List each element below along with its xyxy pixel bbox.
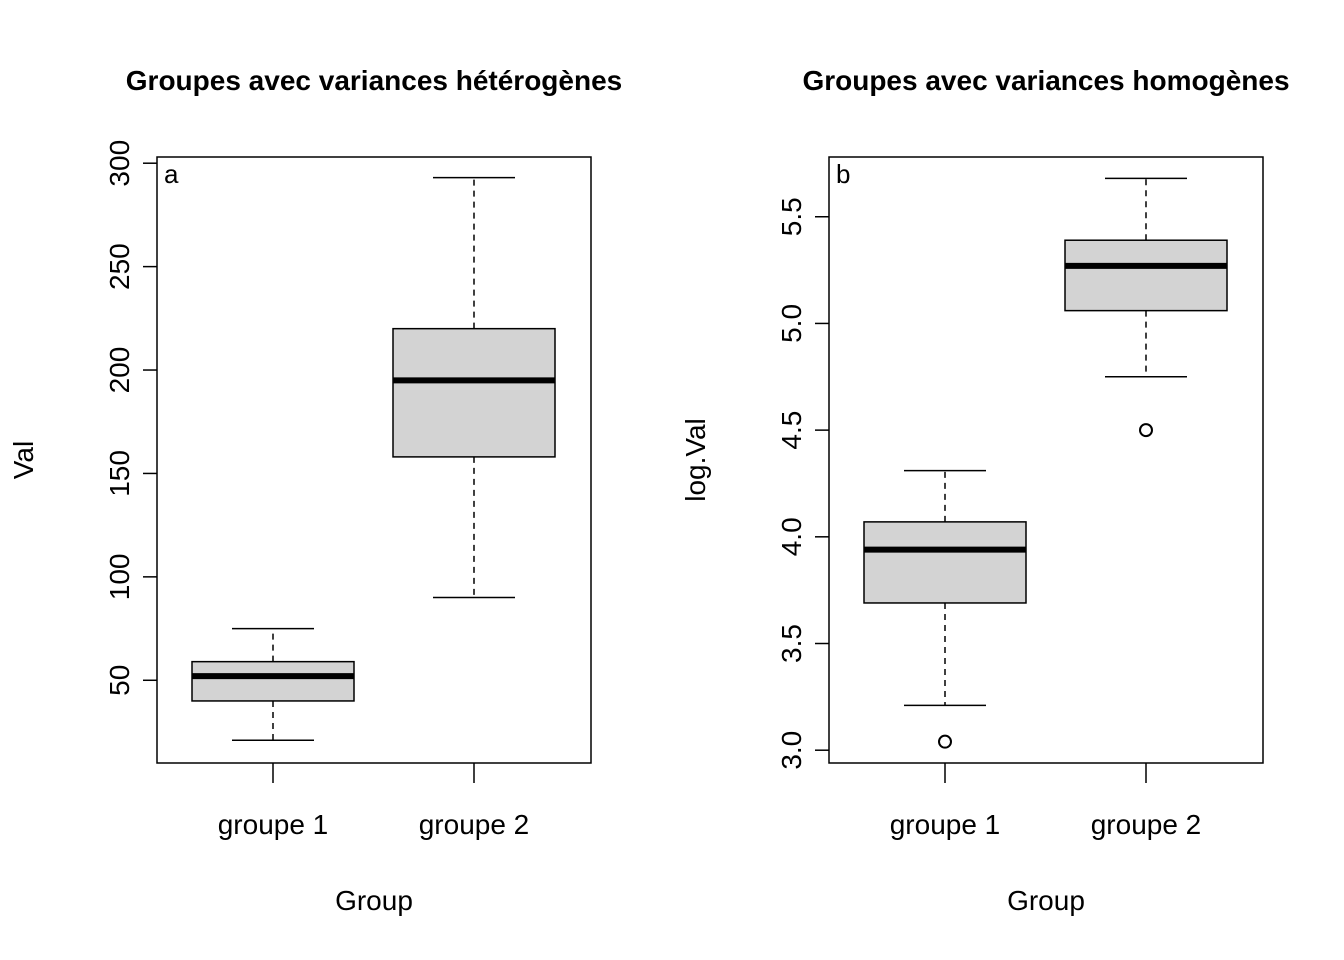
y-tick-label: 3.5 bbox=[776, 624, 807, 663]
plot-marks: 50 100 150 200 250 300 groupe 1 groupe 2 bbox=[104, 140, 556, 840]
outlier-point bbox=[938, 734, 952, 749]
x-axis-label: Group bbox=[335, 885, 413, 916]
y-tick-label: 4.0 bbox=[776, 517, 807, 556]
x-tick-label: groupe 2 bbox=[1091, 809, 1202, 840]
y-tick-label: 3.0 bbox=[776, 731, 807, 770]
plot-frame bbox=[828, 156, 1264, 764]
y-tick-label: 4.5 bbox=[776, 411, 807, 450]
box-iqr bbox=[392, 327, 556, 458]
x-tick-label: groupe 1 bbox=[890, 809, 1001, 840]
panel-homogeneous: Groupes avec variances homogènes b Group… bbox=[680, 65, 1290, 916]
box-iqr bbox=[863, 521, 1027, 604]
y-tick-label: 150 bbox=[104, 450, 135, 497]
panel-label: b bbox=[836, 159, 850, 189]
chart-title: Groupes avec variances hétérogènes bbox=[126, 65, 622, 96]
y-tick-label: 50 bbox=[104, 665, 135, 696]
x-tick-label: groupe 1 bbox=[218, 809, 329, 840]
y-tick-label: 300 bbox=[104, 140, 135, 187]
y-tick-label: 250 bbox=[104, 243, 135, 290]
plot-marks: 3.0 3.5 4.0 4.5 5.0 5.5 groupe 1 groupe 2 bbox=[776, 177, 1228, 840]
box-iqr bbox=[1064, 239, 1228, 312]
x-axis-label: Group bbox=[1007, 885, 1085, 916]
y-tick-label: 200 bbox=[104, 347, 135, 394]
box-iqr bbox=[191, 660, 355, 702]
y-axis-label: Val bbox=[8, 441, 39, 479]
chart-title: Groupes avec variances homogènes bbox=[802, 65, 1289, 96]
y-axis-label: log.Val bbox=[680, 418, 711, 502]
x-tick-label: groupe 2 bbox=[419, 809, 530, 840]
y-tick-label: 5.5 bbox=[776, 197, 807, 236]
y-tick-label: 5.0 bbox=[776, 304, 807, 343]
panel-label: a bbox=[164, 159, 179, 189]
outlier-point bbox=[1139, 423, 1153, 438]
y-tick-label: 100 bbox=[104, 553, 135, 600]
panel-heterogeneous: Groupes avec variances hétérogènes a Gro… bbox=[8, 65, 622, 916]
plot-frame bbox=[156, 156, 592, 764]
